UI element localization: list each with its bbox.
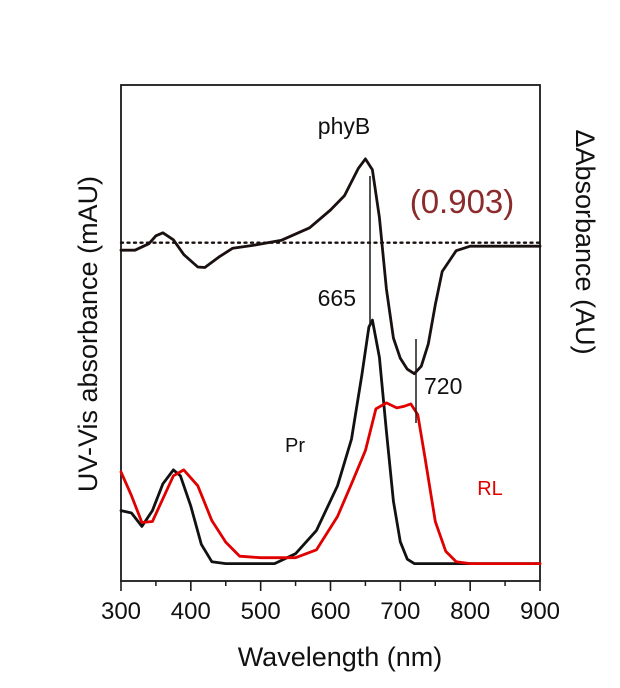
peak-665-label: 665 bbox=[318, 285, 356, 311]
series-layer bbox=[119, 157, 542, 565]
x-tick-label: 500 bbox=[241, 598, 281, 625]
plot-frame bbox=[120, 84, 541, 582]
scale-annotation: (0.903) bbox=[410, 183, 515, 220]
y-axis-label-left: UV-Vis absorbance (mAU) bbox=[73, 176, 103, 492]
x-tick-label: 300 bbox=[101, 598, 141, 625]
series-line-difference-spectrum bbox=[119, 157, 542, 376]
x-tick-label: 800 bbox=[450, 598, 490, 625]
x-tick-label: 900 bbox=[520, 598, 560, 625]
y-axis-label-right: ΔAbsorbance (AU) bbox=[570, 129, 600, 354]
peak-720-label: 720 bbox=[424, 373, 462, 399]
x-tick-label: 600 bbox=[310, 598, 350, 625]
rl-label: RL bbox=[477, 478, 503, 500]
chart-title: phyB bbox=[318, 113, 370, 139]
x-axis-ticks: 300 400 500 600 700 800 900 bbox=[101, 581, 560, 625]
x-tick-label: 700 bbox=[380, 598, 420, 625]
series-line-pr bbox=[119, 318, 542, 565]
pr-label: Pr bbox=[285, 435, 305, 457]
series-line-rl bbox=[119, 401, 542, 565]
x-tick-label: 400 bbox=[171, 598, 211, 625]
x-axis-label: Wavelength (nm) bbox=[238, 642, 443, 672]
